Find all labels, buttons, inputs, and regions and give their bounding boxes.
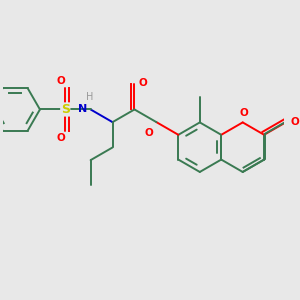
Text: N: N xyxy=(78,104,87,115)
Text: S: S xyxy=(61,103,70,116)
Text: O: O xyxy=(290,117,299,127)
Text: O: O xyxy=(240,108,248,118)
Text: O: O xyxy=(145,128,154,138)
Text: O: O xyxy=(139,78,147,88)
Text: H: H xyxy=(86,92,94,102)
Text: O: O xyxy=(57,133,65,143)
Text: O: O xyxy=(57,76,65,86)
